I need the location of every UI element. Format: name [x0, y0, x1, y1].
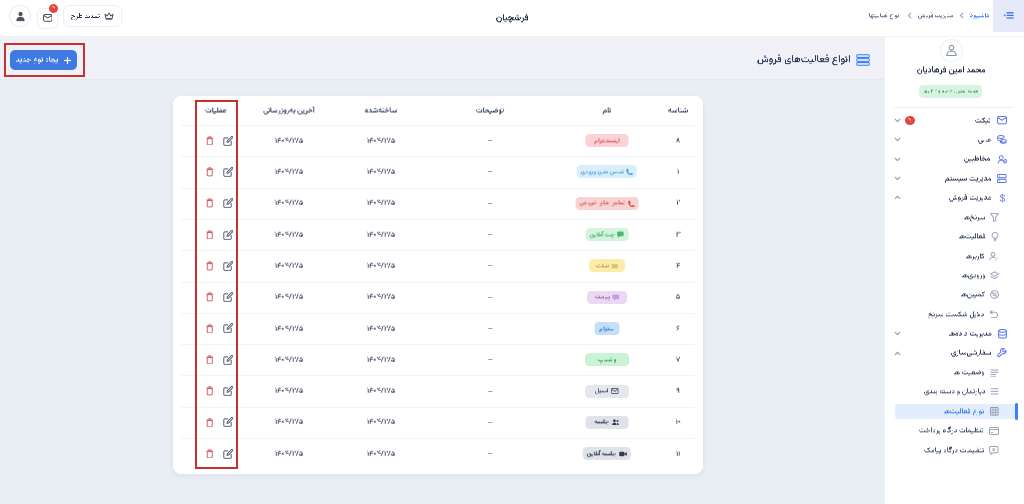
svg-text:$: $	[1000, 193, 1006, 203]
